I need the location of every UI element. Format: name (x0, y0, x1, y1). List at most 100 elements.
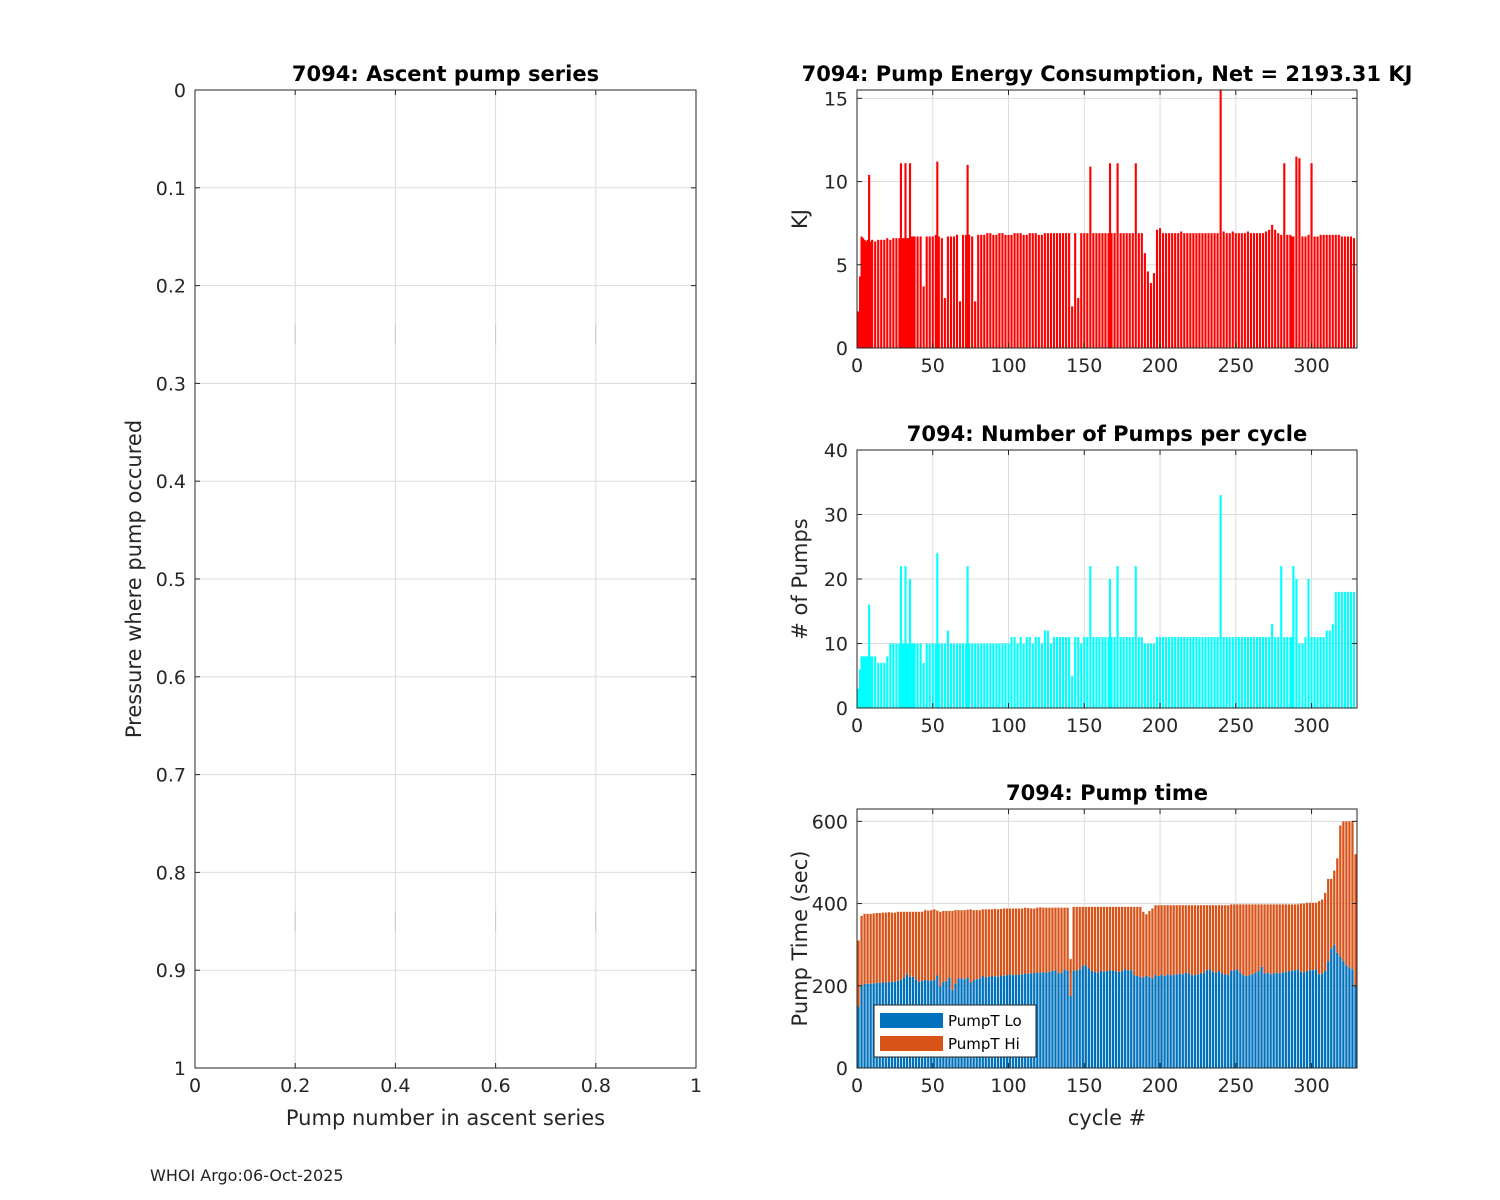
bar (983, 234, 986, 348)
bar-pumpt-lo (1293, 970, 1297, 1068)
bar-pumpt-lo (1272, 973, 1275, 1068)
bar (895, 238, 898, 348)
bar (862, 656, 865, 708)
bar-pumpt-lo (866, 983, 869, 1068)
bar (1225, 637, 1228, 708)
bar (858, 276, 862, 348)
bar (1237, 637, 1240, 708)
bar (1213, 637, 1216, 708)
bar (1265, 231, 1268, 348)
bar (916, 643, 919, 708)
bar (1016, 233, 1019, 348)
bar-pumpt-lo (1324, 970, 1327, 1068)
bar-pumpt-lo (1087, 968, 1090, 1068)
bar-pumpt-hi (884, 912, 887, 983)
bar-pumpt-hi (881, 912, 884, 983)
bar (966, 164, 969, 348)
bar (925, 643, 928, 708)
bar (1058, 233, 1062, 348)
bar-pumpt-hi (860, 915, 863, 986)
bar-pumpt-hi (872, 913, 875, 984)
bar (1331, 624, 1334, 708)
bar-pumpt-lo (1160, 975, 1163, 1068)
bar (1268, 637, 1271, 708)
bar-pumpt-lo (1039, 973, 1042, 1068)
chart-title: 7094: Pump Energy Consumption, Net = 219… (802, 62, 1413, 86)
bar (1258, 233, 1262, 348)
bar (1349, 591, 1352, 708)
bar-pumpt-hi (1269, 904, 1272, 975)
bar-pumpt-hi (1172, 905, 1175, 976)
bar (1028, 233, 1031, 348)
bar-pumpt-lo (1081, 966, 1084, 1068)
x-tick-label: 200 (1142, 715, 1178, 737)
x-tick-label: 150 (1066, 355, 1102, 377)
bar-pumpt-lo (1136, 975, 1139, 1068)
bar (1134, 163, 1137, 348)
bar-pumpt-lo (1278, 973, 1281, 1068)
bar-pumpt-lo (1199, 973, 1203, 1068)
bar-pumpt-hi (1124, 906, 1127, 970)
bar-pumpt-lo (1239, 972, 1242, 1068)
bar-pumpt-hi (1205, 905, 1209, 971)
y-tick-label: 0 (836, 1058, 848, 1080)
bar (1152, 273, 1156, 348)
bar-pumpt-hi (902, 911, 906, 978)
bar (1128, 233, 1131, 348)
bar (1334, 234, 1337, 348)
bar (880, 239, 883, 348)
bar (1086, 637, 1089, 708)
bar-pumpt-hi (1017, 908, 1021, 975)
bar (1252, 233, 1256, 348)
bar-pumpt-lo (1084, 965, 1087, 1068)
bar-pumpt-lo (1090, 970, 1093, 1068)
bar (901, 643, 904, 708)
x-tick-label: 0 (189, 1075, 201, 1097)
x-axis-label: Pump number in ascent series (286, 1106, 605, 1130)
bar (1092, 233, 1095, 348)
bar (1216, 233, 1219, 348)
bar (1246, 637, 1249, 708)
bar-pumpt-hi (1199, 905, 1203, 974)
bar (1219, 495, 1222, 708)
bar (912, 643, 915, 708)
bar (1301, 236, 1304, 348)
x-tick-label: 150 (1066, 1075, 1102, 1097)
bar-pumpt-hi (1281, 904, 1284, 973)
bar-pumpt-lo (1308, 970, 1312, 1068)
bar (1108, 579, 1112, 708)
bar (1137, 233, 1140, 348)
bar (968, 643, 971, 708)
bar-pumpt-lo (1251, 974, 1254, 1068)
bar-pumpt-hi (1154, 905, 1157, 976)
bar-pumpt-lo (1348, 967, 1351, 1068)
x-tick-label: 250 (1218, 715, 1254, 737)
bar-pumpt-hi (917, 911, 921, 982)
bar-pumpt-lo (1069, 996, 1072, 1068)
bar (1125, 233, 1128, 348)
bar (992, 643, 995, 708)
bar-pumpt-hi (878, 913, 881, 983)
bar-pumpt-hi (1263, 904, 1266, 974)
bar (1001, 643, 1004, 708)
bar (1337, 591, 1340, 708)
bar-pumpt-hi (933, 909, 936, 981)
bar (974, 301, 977, 348)
bar (1113, 233, 1116, 348)
bar (1340, 236, 1343, 348)
bar-pumpt-hi (1145, 914, 1148, 976)
bar (1025, 234, 1028, 348)
bar (1189, 233, 1192, 348)
bar-pumpt-hi (1345, 821, 1348, 966)
bar-pumpt-lo (1327, 961, 1330, 1068)
bar (1119, 637, 1122, 708)
bar (1290, 236, 1293, 348)
bar-pumpt-lo (1266, 972, 1269, 1068)
bar-pumpt-lo (1263, 973, 1266, 1068)
bar-pumpt-hi (1293, 904, 1297, 971)
bar (1165, 233, 1168, 348)
bar (1074, 233, 1077, 348)
bar (977, 234, 980, 348)
bar (895, 643, 898, 708)
bar (1271, 224, 1274, 348)
